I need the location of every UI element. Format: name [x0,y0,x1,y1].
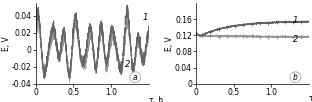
Text: a: a [133,73,138,82]
Y-axis label: E, V: E, V [164,36,173,51]
Text: τ, h: τ, h [149,95,163,102]
Text: b: b [293,73,298,82]
Text: 1: 1 [293,16,299,25]
Text: 2: 2 [124,60,130,69]
Y-axis label: E, V: E, V [2,36,11,51]
Text: 2: 2 [293,35,299,44]
Text: τ, h: τ, h [309,94,312,102]
Text: 1: 1 [143,13,148,22]
